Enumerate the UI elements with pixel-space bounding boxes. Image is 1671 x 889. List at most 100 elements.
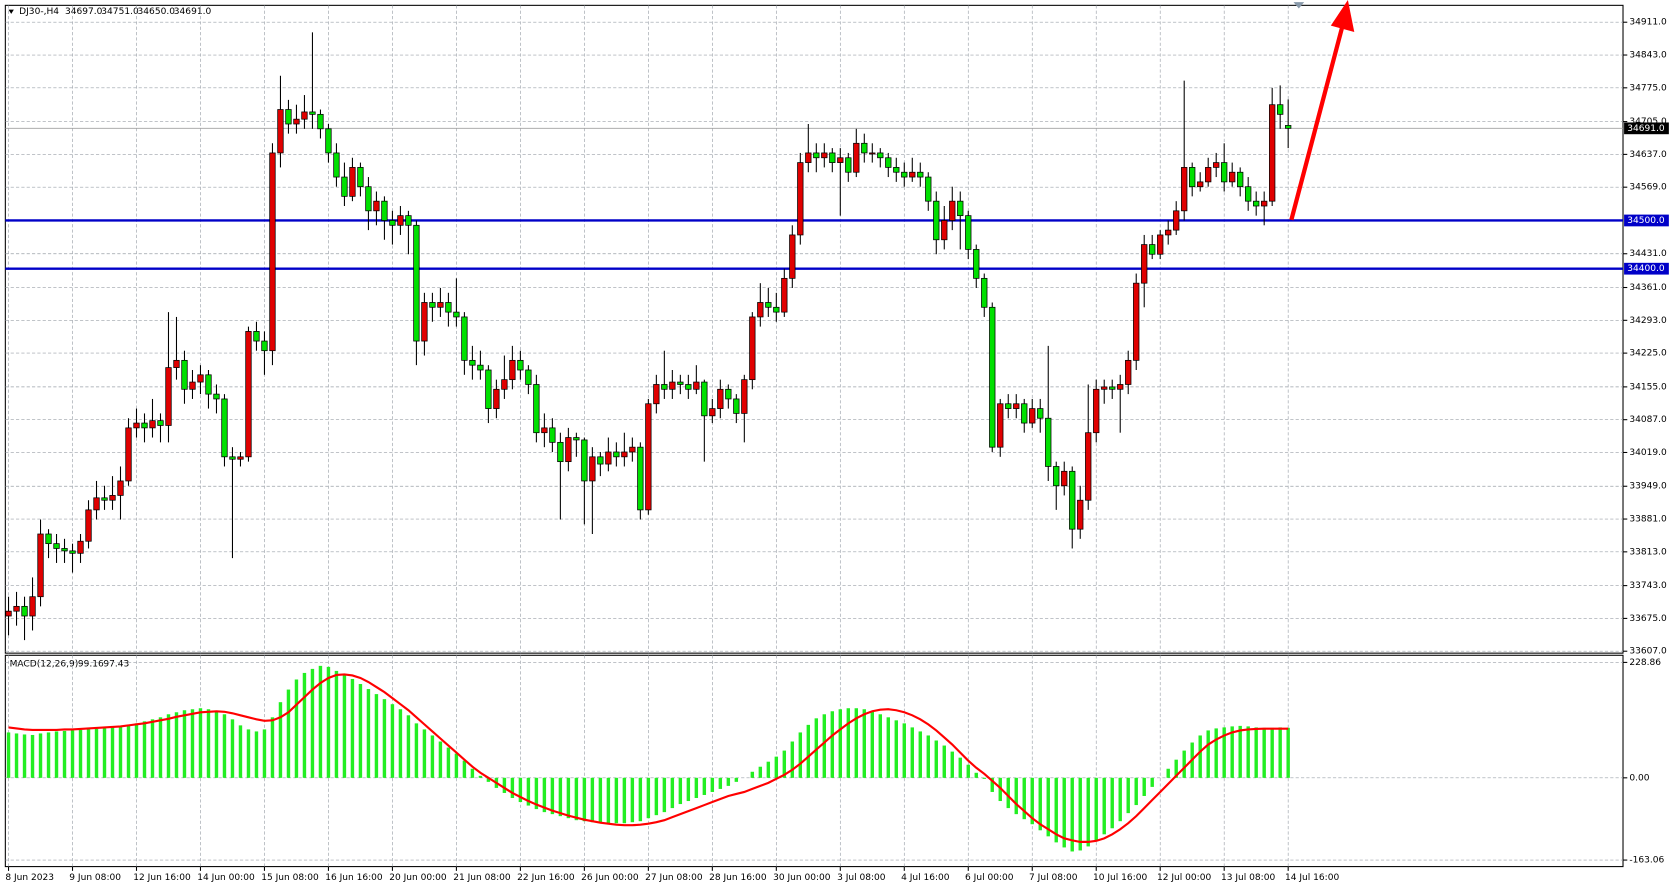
- macd-bar: [910, 727, 914, 778]
- macd-bar: [486, 777, 491, 782]
- x-tick-label: 8 Jun 2023: [5, 873, 54, 883]
- macd-bar: [758, 766, 763, 778]
- x-tick-label: 26 Jun 00:00: [581, 873, 639, 883]
- candle-body: [901, 171, 908, 178]
- y-tick-label: -163.06: [1629, 856, 1664, 866]
- y-tick-label: 34843.0: [1629, 51, 1667, 61]
- x-tick-label: 4 Jul 16:00: [901, 873, 950, 883]
- macd-bar: [726, 777, 731, 786]
- candle-body: [429, 302, 436, 308]
- macd-bar: [614, 777, 619, 824]
- candle-body: [1165, 229, 1172, 236]
- macd-bar: [478, 775, 483, 778]
- candle-body: [101, 497, 108, 501]
- candle-body: [1125, 359, 1132, 385]
- symbol-menu-icon[interactable]: [8, 9, 14, 14]
- candle-body: [1261, 200, 1268, 207]
- macd-bar: [606, 777, 611, 824]
- candle-body: [221, 398, 228, 458]
- macd-bar: [1126, 777, 1130, 814]
- y-tick-label: 34705.0: [1629, 117, 1667, 127]
- macd-bar: [142, 721, 147, 778]
- candle-body: [1173, 210, 1180, 231]
- macd-bar: [502, 777, 507, 793]
- macd-bar: [566, 777, 571, 819]
- macd-bar: [102, 728, 107, 778]
- macd-bar: [942, 745, 946, 778]
- candle-body: [669, 381, 676, 390]
- macd-bar: [438, 741, 443, 778]
- candle-body: [61, 548, 68, 552]
- candle-body: [253, 331, 260, 342]
- candle-body: [293, 118, 300, 125]
- macd-bar: [1182, 750, 1186, 778]
- macd-bar: [526, 777, 531, 806]
- macd-bar: [822, 714, 827, 778]
- macd-panel-border: [4, 654, 1624, 868]
- level-label: 34400.0: [1627, 264, 1665, 274]
- macd-bar: [846, 708, 851, 778]
- candle-body: [109, 495, 116, 501]
- candle-body: [637, 446, 644, 511]
- candle-body: [333, 152, 340, 178]
- macd-bar: [1222, 727, 1226, 778]
- macd-bar: [710, 777, 715, 792]
- macd-bar: [550, 777, 555, 815]
- candle-body: [621, 451, 628, 458]
- candle-body: [157, 420, 164, 426]
- candle-body: [461, 316, 468, 361]
- candle-body: [469, 359, 476, 366]
- y-tick-label: 0.00: [1629, 773, 1649, 783]
- signal-line: [8, 673, 1289, 843]
- candle-body: [805, 152, 812, 163]
- candle-body: [189, 381, 196, 390]
- x-tick-label: 22 Jun 16:00: [517, 873, 575, 883]
- y-tick-label: 34087.0: [1629, 415, 1667, 425]
- candle-body: [701, 381, 708, 417]
- macd-bar: [294, 679, 299, 778]
- x-tick-label: 3 Jul 08:00: [837, 873, 886, 883]
- macd-bar: [574, 777, 579, 821]
- candle-body: [205, 374, 212, 395]
- candle-body: [565, 437, 572, 463]
- macd-bar: [78, 729, 83, 778]
- candle-body: [53, 543, 60, 549]
- candle-body: [269, 152, 276, 352]
- macd-bar: [126, 725, 131, 778]
- candle-body: [781, 277, 788, 313]
- candle-body: [477, 364, 484, 371]
- macd-bar: [958, 757, 962, 778]
- candle-body: [77, 540, 84, 554]
- macd-bar: [198, 708, 203, 778]
- candle-body: [677, 381, 684, 385]
- candle-body: [197, 374, 204, 383]
- macd-bar: [350, 678, 355, 778]
- candle-body: [773, 306, 780, 313]
- candle-body: [181, 359, 188, 390]
- candle-body: [237, 456, 244, 460]
- macd-bar: [46, 732, 51, 778]
- candle-body: [1133, 282, 1140, 361]
- candle-body: [613, 451, 620, 458]
- macd-bar: [814, 718, 819, 778]
- macd-bar: [134, 723, 139, 778]
- candle-body: [1109, 386, 1116, 390]
- candle-body: [1005, 403, 1012, 409]
- candle-body: [557, 441, 564, 463]
- macd-bar: [1254, 727, 1258, 778]
- candle-body: [1085, 432, 1092, 501]
- macd-bar: [782, 750, 787, 778]
- macd-bar: [6, 732, 11, 778]
- macd-bar: [1102, 777, 1106, 835]
- x-tick-label: 6 Jul 00:00: [965, 873, 1014, 883]
- macd-bar: [70, 730, 75, 778]
- macd-bar: [1262, 727, 1266, 778]
- candle-body: [1269, 104, 1276, 202]
- macd-bar: [1150, 777, 1154, 787]
- candle-body: [925, 176, 932, 202]
- macd-bar: [1094, 777, 1098, 841]
- candle-body: [1045, 417, 1052, 467]
- candle-body: [373, 200, 380, 212]
- x-tick-label: 21 Jun 08:00: [453, 873, 511, 883]
- macd-bar: [774, 756, 779, 778]
